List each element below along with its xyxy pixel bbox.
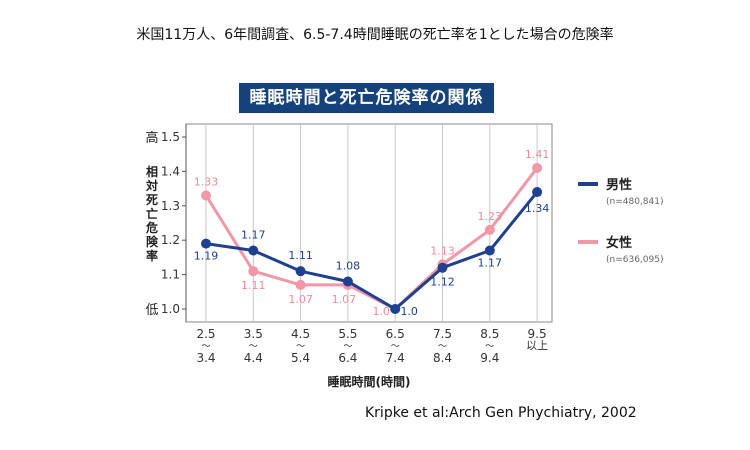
y-axis-title-char: 危 [145,220,158,235]
data-point-male [201,238,211,249]
data-label-male: 1.11 [288,249,313,262]
data-label-female: 1.07 [288,293,313,306]
y-axis-high-label: 高 [145,130,158,146]
data-point-female [532,162,543,173]
x-tick-label-top: 5.5 [338,327,357,341]
data-point-male [295,266,306,277]
x-tick-label-mid: 〜 [343,342,352,352]
x-tick-label-bottom: 6.4 [338,351,357,365]
legend-n-male: (n=480,841) [606,197,664,207]
y-axis-title-char: 亡 [146,206,158,221]
legend-label-male: 男性 [606,177,632,193]
x-tick-label-top: 3.5 [244,327,263,341]
data-label-male: 1.19 [194,250,219,263]
data-label-male: 1.0 [400,305,418,318]
x-tick-label-mid: 以上 [526,339,548,352]
y-tick-label: 1.3 [161,199,180,213]
x-tick-label-mid: 〜 [201,342,210,352]
x-tick-label-top: 4.5 [291,327,310,341]
data-label-female: 1.11 [241,279,266,292]
chart-title: 睡眠時間と死亡危険率の関係 [239,83,494,113]
series-line-male [205,191,539,311]
x-tick-label-top: 9.5 [528,327,547,341]
x-tick-label-top: 8.5 [480,327,499,341]
data-label-male: 1.12 [430,276,455,289]
data-point-male [248,245,259,256]
x-tick-label-mid: 〜 [438,342,447,352]
data-point-female [295,279,306,290]
data-point-male [437,262,448,273]
y-axis-title-char: 死 [146,193,158,207]
y-tick-label: 1.5 [161,130,180,144]
y-axis-low-label: 低 [145,303,158,318]
legend-label-female: 女性 [606,235,632,251]
data-label-female: 1.07 [332,293,357,306]
data-point-male [532,187,543,198]
x-tick-label-bottom: 3.4 [196,351,215,365]
y-axis-title-char: 対 [145,178,158,193]
y-tick-label: 1.2 [161,233,180,247]
y-axis-title-char: 相 [146,164,158,179]
x-tick-label-mid: 〜 [391,342,400,352]
data-label-female: 1.23 [478,210,503,223]
y-axis-title-char: 険 [146,234,159,249]
citation: Kripke et al:Arch Gen Phychiatry, 2002 [365,405,637,421]
y-tick-label: 1.0 [161,302,180,316]
data-label-female: 1.0 [372,305,390,318]
data-point-male [390,304,401,314]
data-label-female: 1.41 [525,148,550,161]
data-point-female [248,266,259,277]
data-label-female: 1.13 [430,244,455,257]
data-point-male [484,245,495,256]
x-tick-label-bottom: 8.4 [433,351,452,365]
data-point-male [342,276,353,287]
x-tick-label-top: 7.5 [433,327,452,341]
x-tick-label-bottom: 5.4 [291,351,310,365]
x-tick-label-bottom: 4.4 [244,351,263,365]
x-tick-label-mid: 〜 [296,342,305,352]
data-label-male: 1.08 [336,259,361,272]
x-tick-label-bottom: 9.4 [480,351,499,365]
data-point-female [201,190,211,201]
y-axis-title-char: 率 [146,248,158,263]
y-tick-label: 1.1 [161,268,180,282]
data-label-male: 1.34 [525,202,550,215]
page-heading: 米国11万人、6年間調査、6.5-7.4時間睡眠の死亡率を1とした場合の危険率 [136,27,614,43]
x-tick-label-mid: 〜 [485,342,494,352]
data-label-male: 1.17 [241,229,266,242]
x-tick-label-bottom: 7.4 [386,351,405,365]
data-label-female: 1.33 [194,175,219,188]
x-tick-label-top: 6.5 [386,327,405,341]
x-axis-title: 睡眠時間(時間) [328,374,411,389]
y-tick-label: 1.4 [161,164,180,178]
data-label-male: 1.17 [478,257,503,270]
legend-n-female: (n=636,095) [606,255,664,265]
x-tick-label-top: 2.5 [196,327,215,341]
plot-area [185,123,553,323]
data-point-female [484,224,495,235]
x-tick-label-mid: 〜 [249,342,258,352]
